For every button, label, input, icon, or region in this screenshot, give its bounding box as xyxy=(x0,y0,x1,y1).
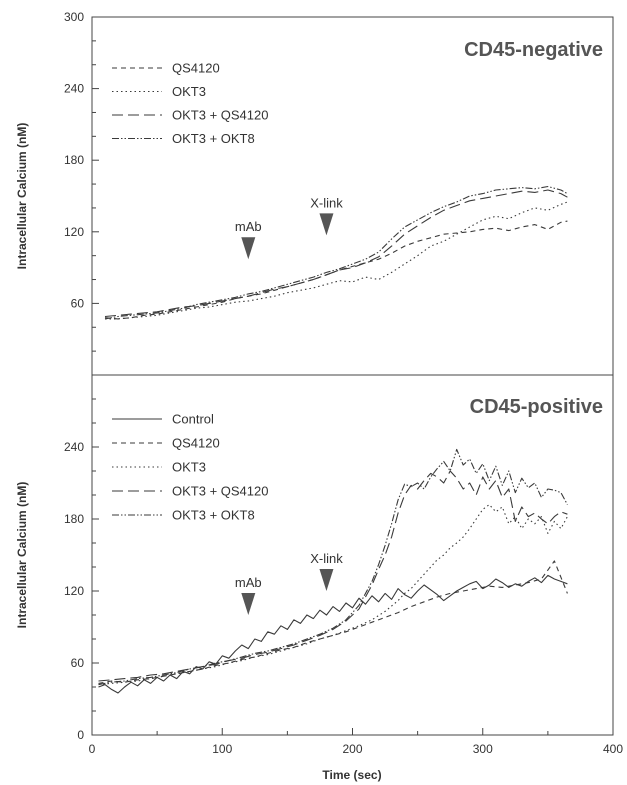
legend: QS4120 OKT3 OKT3 + QS4120 OKT3 + OKT8 xyxy=(112,61,268,146)
y-tick-label: 300 xyxy=(64,10,84,24)
x-axis-ticks xyxy=(91,728,614,735)
x-axis-label: Time (sec) xyxy=(322,768,381,782)
series-line-okt3-okt8 xyxy=(98,448,568,686)
annotation-label: X-link xyxy=(310,551,343,566)
legend-entry-label: OKT3 + QS4120 xyxy=(172,108,268,123)
plot-frame xyxy=(91,374,614,736)
y-tick-label: 240 xyxy=(64,440,84,454)
y-axis-ticks xyxy=(92,374,99,736)
annotations: mAb X-link xyxy=(235,551,343,615)
series-line-okt3 xyxy=(105,201,568,320)
x-tick-label: 100 xyxy=(212,742,232,756)
series-line-okt3 xyxy=(98,504,568,686)
annotation-label: mAb xyxy=(235,575,262,590)
y-tick-label: 0 xyxy=(77,728,84,742)
legend-entry-label: QS4120 xyxy=(172,61,220,76)
y-axis-label: Intracellular Calcium (nM) xyxy=(15,482,29,629)
x-tick-label: 400 xyxy=(603,742,623,756)
panel-cd45-positive: 0 60 120 180 240 0 100 200 300 400 Control QS4120… xyxy=(15,374,624,782)
y-axis-label: Intracellular Calcium (nM) xyxy=(15,123,29,270)
legend-entry-label: OKT3 + QS4120 xyxy=(172,484,268,499)
y-tick-label: 60 xyxy=(71,296,85,310)
panel-cd45-negative: 60 120 180 240 300 QS4120 OKT3 OKT3 + QS4120 OK… xyxy=(15,10,614,376)
annotation-label: mAb xyxy=(235,219,262,234)
y-tick-label: 240 xyxy=(64,82,84,96)
series-line-okt3-qs4120 xyxy=(98,470,568,682)
y-axis-ticks xyxy=(92,16,99,376)
legend-entry-label: OKT3 xyxy=(172,84,206,99)
legend-entry-label: QS4120 xyxy=(172,436,220,451)
legend-entry-label: OKT3 + OKT8 xyxy=(172,131,255,146)
annotation-label: X-link xyxy=(310,195,343,210)
annotation-arrow-icon xyxy=(241,593,256,615)
annotations: mAb X-link xyxy=(235,195,343,260)
legend: Control QS4120 OKT3 OKT3 + QS4120 OKT3 + OKT… xyxy=(112,412,268,523)
series-group xyxy=(104,185,568,320)
y-tick-label: 60 xyxy=(71,656,85,670)
y-axis-tick-labels: 0 60 120 180 240 xyxy=(64,440,84,742)
y-tick-label: 120 xyxy=(64,225,84,239)
series-line-control xyxy=(98,574,568,694)
y-tick-label: 120 xyxy=(64,584,84,598)
series-group xyxy=(98,448,568,694)
annotation-arrow-icon xyxy=(319,213,334,236)
annotation-arrow-icon xyxy=(319,569,334,591)
y-axis-tick-labels: 60 120 180 240 300 xyxy=(64,10,84,310)
panel-title: CD45-positive xyxy=(470,396,603,418)
x-tick-label: 200 xyxy=(342,742,362,756)
x-axis-tick-labels: 0 100 200 300 400 xyxy=(89,742,624,756)
y-tick-label: 180 xyxy=(64,153,84,167)
legend-entry-label: Control xyxy=(172,412,214,427)
x-tick-label: 0 xyxy=(89,742,96,756)
plot-frame xyxy=(91,16,614,376)
x-tick-label: 300 xyxy=(473,742,493,756)
annotation-arrow-icon xyxy=(241,237,256,260)
y-tick-label: 180 xyxy=(64,512,84,526)
legend-entry-label: OKT3 xyxy=(172,460,206,475)
panel-title: CD45-negative xyxy=(464,39,603,61)
legend-entry-label: OKT3 + OKT8 xyxy=(172,508,255,523)
series-line-okt3-okt8 xyxy=(104,185,568,320)
